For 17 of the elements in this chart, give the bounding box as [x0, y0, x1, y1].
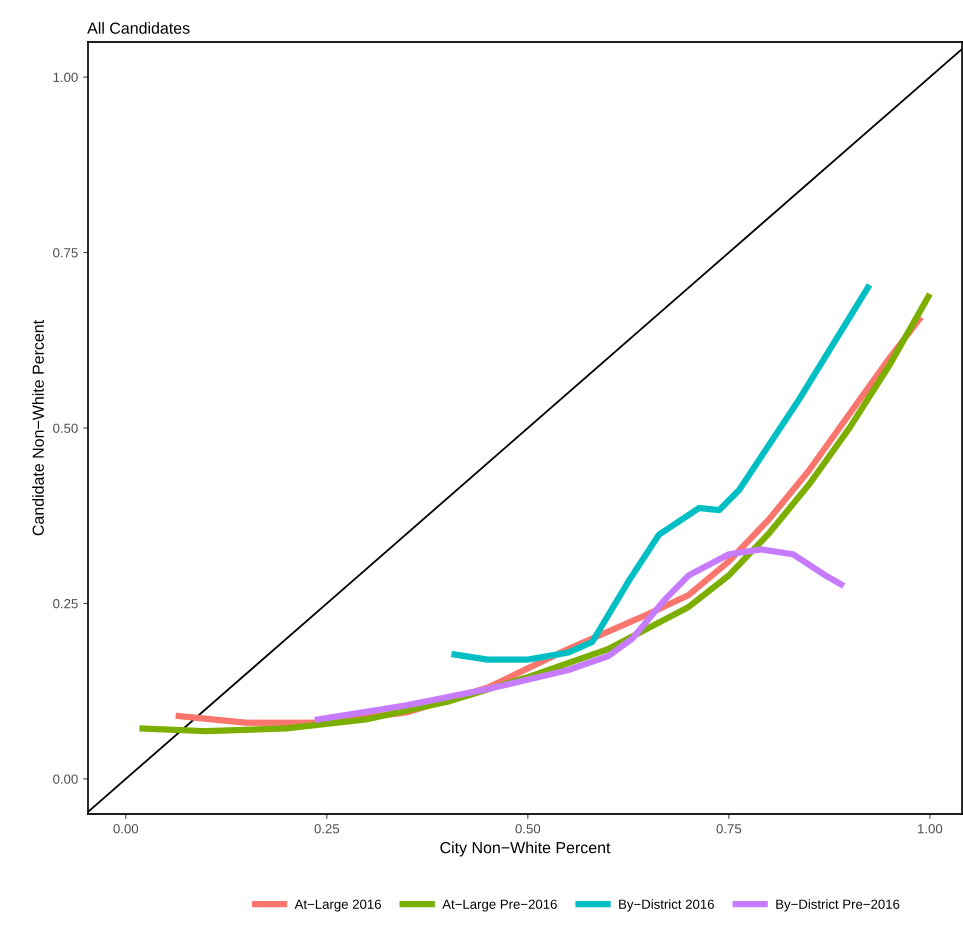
x-axis-title: City Non−White Percent	[440, 842, 610, 856]
y-axis-title: Candidate Non−White Percent	[32, 320, 44, 536]
y-tick-label: 0.00	[53, 774, 78, 784]
legend-label: At−Large 2016	[294, 900, 381, 912]
legend-label: At−Large Pre−2016	[442, 900, 557, 912]
y-tick-label: 0.75	[53, 248, 78, 258]
x-tick-label: 0.75	[716, 824, 742, 834]
x-tick-label: 1.00	[918, 824, 942, 834]
x-tick-label: 0.00	[113, 824, 138, 834]
legend-label: By−District 2016	[619, 899, 714, 912]
x-tick-label: 0.50	[516, 824, 540, 834]
chart-title: All Candidates	[87, 22, 190, 34]
y-tick-label: 1.00	[54, 72, 78, 82]
legend-label: By−District Pre−2016	[776, 899, 900, 912]
y-tick-label: 0.25	[53, 599, 78, 608]
x-tick-label: 0.25	[314, 824, 340, 834]
y-tick-label: 0.50	[53, 424, 78, 433]
